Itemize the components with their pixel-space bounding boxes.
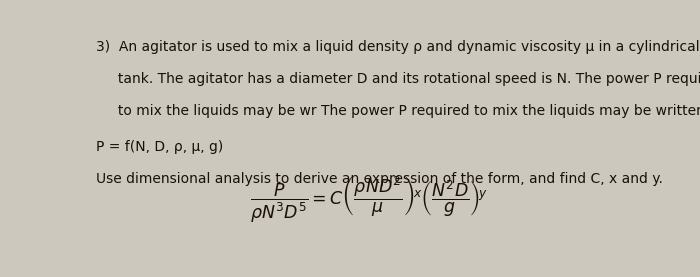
Text: $\dfrac{P}{\rho N^3 D^5} = C\left(\dfrac{\rho N D^2}{\mu}\right)^{\!x}\left(\dfr: $\dfrac{P}{\rho N^3 D^5} = C\left(\dfrac… xyxy=(251,174,489,225)
Text: P = f(N, D, ρ, μ, g): P = f(N, D, ρ, μ, g) xyxy=(96,140,223,154)
Text: tank. The agitator has a diameter D and its rotational speed is N. The power P r: tank. The agitator has a diameter D and … xyxy=(96,72,700,86)
Text: to mix the liquids may be wr The power P required to mix the liquids may be writ: to mix the liquids may be wr The power P… xyxy=(96,104,700,118)
Text: Use dimensional analysis to derive an expression of the form, and find C, x and : Use dimensional analysis to derive an ex… xyxy=(96,172,662,186)
Text: 3)  An agitator is used to mix a liquid density ρ and dynamic viscosity μ in a c: 3) An agitator is used to mix a liquid d… xyxy=(96,40,699,54)
